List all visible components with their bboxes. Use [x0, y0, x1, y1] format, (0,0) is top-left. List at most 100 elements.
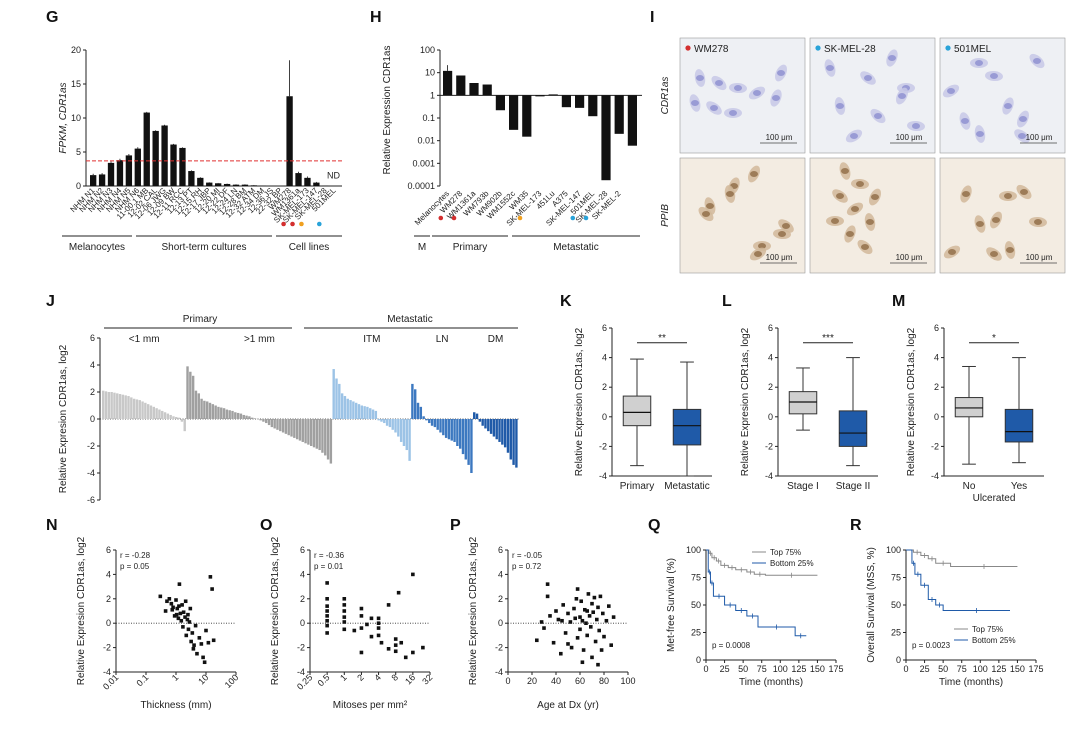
panel-letter-N: N	[46, 517, 58, 534]
micrograph-image	[809, 37, 936, 154]
panel-letter-J: J	[46, 293, 55, 310]
J-header-primary: Primary	[183, 314, 217, 325]
Q-y-tick-label: 0	[696, 655, 701, 665]
J-bar	[498, 419, 501, 442]
scale-bar-label: 100 μm	[1026, 133, 1053, 142]
Q-x-tick-label: 50	[738, 664, 748, 674]
K-y-tick-label: 2	[602, 382, 607, 392]
N-point	[183, 615, 187, 619]
P-point	[542, 626, 546, 630]
H-bar	[614, 95, 624, 134]
J-bar	[458, 419, 462, 449]
H-bar	[535, 95, 545, 97]
P-point	[585, 633, 589, 638]
Q-legend-label: Bottom 25%	[770, 559, 814, 568]
N-point	[189, 639, 193, 644]
cell-nucleus	[992, 217, 1000, 223]
P-point	[602, 634, 606, 639]
cell-nucleus	[734, 85, 742, 91]
N-y-tick-label: 2	[106, 594, 111, 604]
J-bar	[189, 371, 192, 419]
cell-nucleus	[975, 60, 983, 66]
P-point	[601, 611, 605, 616]
P-point	[560, 618, 564, 623]
J-bar	[366, 406, 369, 419]
O-point	[359, 626, 364, 630]
L-y-label: Relative Expresion CDR1as, log2	[740, 327, 751, 476]
P-y-tick-label: 2	[498, 594, 503, 604]
P-point	[583, 607, 587, 612]
N-point	[186, 612, 190, 617]
N-point	[202, 660, 207, 665]
cell-nucleus	[772, 95, 780, 101]
N-point	[192, 643, 196, 647]
J-bar	[419, 406, 423, 419]
J-bar	[442, 419, 445, 436]
J-bar	[166, 413, 170, 419]
G-y-tick-label: 0	[76, 181, 81, 191]
J-bar	[503, 419, 507, 448]
M-y-tick-label: 2	[934, 382, 939, 392]
cell-nucleus	[1034, 219, 1042, 225]
P-point	[561, 603, 565, 607]
O-point	[396, 590, 401, 595]
micrograph-image	[679, 37, 806, 154]
J-bar	[304, 419, 307, 444]
N-y-label: Relative Expresion CDR1as, log2	[76, 536, 87, 685]
G-nd-label: ND	[327, 171, 340, 181]
N-point	[185, 617, 190, 622]
micrograph-panel: 100 μm 100 μm 100 μm 100 μm 100 μm 100 μm WM27…	[660, 37, 1066, 274]
J-bar	[394, 419, 397, 433]
O-x-tick-label: 0.5	[316, 672, 332, 688]
Q-y-tick-label: 75	[691, 573, 701, 583]
J-bar	[248, 416, 251, 419]
O-y-tick-label: 6	[300, 545, 305, 555]
J-bar	[324, 419, 327, 456]
J-bar	[203, 400, 206, 419]
G-bar	[250, 185, 258, 186]
O-y-tick-label: -2	[297, 643, 305, 653]
P-y-tick-label: 6	[498, 545, 503, 555]
scale-bar-label: 100 μm	[896, 253, 923, 262]
O-point	[325, 597, 329, 601]
J-bar	[430, 419, 434, 426]
O-x-tick-label: 32	[420, 672, 434, 686]
G-bar	[98, 174, 106, 186]
N-point	[181, 625, 185, 629]
Q-y-tick-label: 50	[691, 600, 701, 610]
M-y-tick-label: -2	[931, 441, 939, 451]
O-point	[342, 597, 347, 601]
J-bar	[239, 413, 243, 419]
P-point	[572, 606, 576, 611]
J-bar	[349, 400, 352, 419]
cell-line-dot	[945, 45, 951, 51]
H-y-tick-label: 100	[420, 45, 435, 55]
G-colored-dot	[281, 221, 286, 227]
J-bar	[414, 389, 417, 419]
J-bar	[310, 419, 313, 446]
H-y-tick-label: 0.01	[417, 136, 435, 146]
J-bar	[102, 390, 105, 419]
J-bar	[340, 393, 344, 419]
cell-nucleus	[836, 193, 844, 199]
P-point	[604, 618, 609, 623]
J-bar	[422, 416, 425, 419]
cell-nucleus	[778, 231, 786, 237]
G-bar	[286, 96, 293, 186]
O-point	[376, 626, 381, 630]
cell-nucleus	[754, 251, 762, 257]
panel-letter-M: M	[892, 293, 905, 310]
P-point	[573, 616, 577, 621]
P-point	[554, 609, 558, 613]
cell-nucleus	[850, 133, 858, 139]
L-y-tick-label: 2	[768, 382, 773, 392]
cell-nucleus	[1033, 58, 1041, 64]
M-y-tick-label: 0	[934, 412, 939, 422]
J-bar	[456, 419, 459, 446]
cell-nucleus	[1004, 193, 1012, 199]
O-x-tick-label: 1	[338, 672, 349, 683]
J-bar	[408, 419, 411, 461]
P-y-label: Relative Expresion CDR1as, log2	[468, 536, 479, 685]
H-colored-dot	[583, 215, 589, 221]
P-point	[559, 651, 563, 656]
